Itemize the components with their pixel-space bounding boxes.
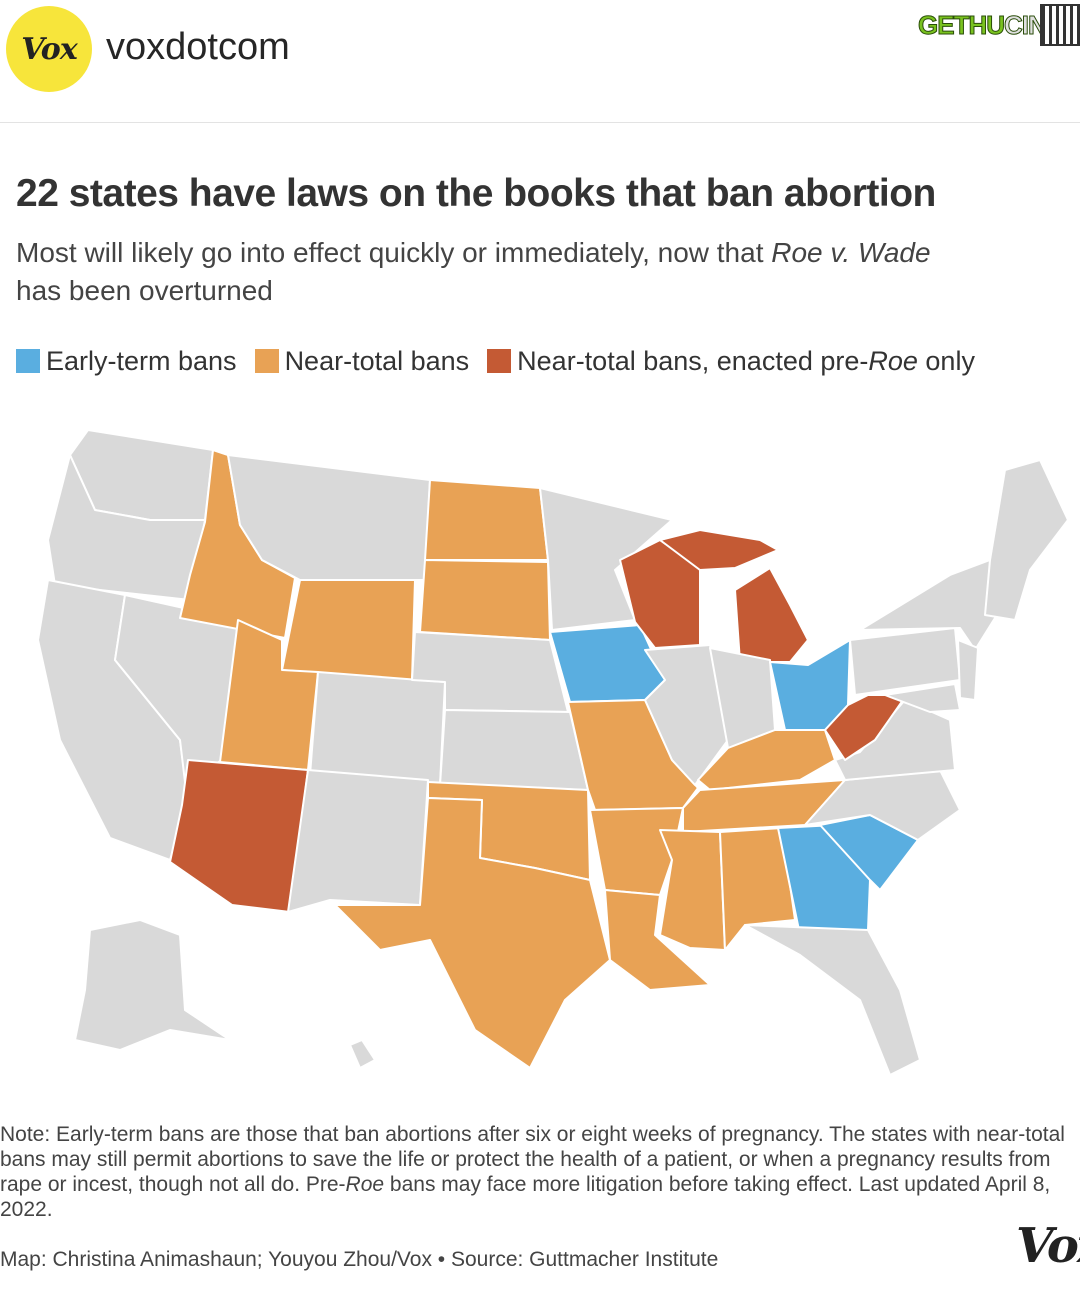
post-header: Vox voxdotcom GETHUCINEMA [0,0,1080,123]
legend-item-early-term: Early-term bans [16,346,237,377]
legend-label-pre-roe-suffix: only [917,345,975,376]
film-strip-icon [1040,4,1080,46]
state-michigan-upper [659,529,779,571]
chart-note: Note: Early-term bans are those that ban… [0,1122,1075,1222]
chart-title: 22 states have laws on the books that ba… [16,172,936,215]
state-louisiana [604,889,711,991]
legend: Early-term bans Near-total bans Near-tot… [16,343,993,379]
state-hawaii [349,1039,376,1069]
watermark: GETHUCINEMA [918,4,1080,46]
state-alaska [74,919,231,1051]
state-wyoming [281,579,416,681]
state-virginia [834,699,956,781]
us-map [37,429,1069,1076]
note-italic: Roe [345,1173,385,1196]
avatar[interactable]: Vox [6,6,92,92]
state-arizona [169,759,309,913]
avatar-logo-text: Vox [21,31,77,67]
legend-label-early-term: Early-term bans [46,345,237,376]
state-florida [744,924,921,1076]
vox-logo: Vox [1016,1218,1080,1274]
state-texas [334,797,611,1069]
state-minnesota [539,487,673,631]
subtitle-italic: Roe v. Wade [771,237,931,268]
subtitle-text-1: Most will likely go into effect quickly … [16,237,772,268]
state-south-dakota [419,559,551,641]
legend-swatch-near-total [254,349,279,373]
state-mississippi [659,829,726,951]
state-maryland [884,683,961,713]
chart-subtitle: Most will likely go into effect quickly … [16,234,1066,310]
legend-label-pre-roe-italic: Roe [868,345,918,376]
state-new-mexico [287,769,429,913]
subtitle-text-2: has been overturned [16,275,273,306]
legend-label-pre-roe-prefix: Near-total bans, enacted pre- [517,345,869,376]
chart-credit: Map: Christina Animashaun; Youyou Zhou/V… [0,1248,719,1271]
watermark-text-part1: GETHU [918,10,1006,41]
state-colorado [309,671,446,786]
legend-label-near-total: Near-total bans [284,345,470,376]
legend-item-pre-roe: Near-total bans, enacted pre-Roe only [487,346,975,377]
username-link[interactable]: voxdotcom [106,26,290,68]
state-new-jersey [957,639,979,701]
note-text-1: Note: Early-term bans are those that ban… [0,1123,1065,1196]
state-kansas [439,709,589,791]
legend-swatch-early-term [16,349,40,373]
legend-label-pre-roe: Near-total bans, enacted pre-Roe only [517,346,975,377]
state-alabama [719,827,796,951]
legend-item-near-total: Near-total bans [254,345,470,377]
state-new-england [984,459,1069,621]
state-north-dakota [424,479,549,561]
legend-swatch-pre-roe [487,349,512,373]
state-michigan [734,567,809,663]
note-text-2: bans may face more litigation before tak… [0,1173,1051,1221]
